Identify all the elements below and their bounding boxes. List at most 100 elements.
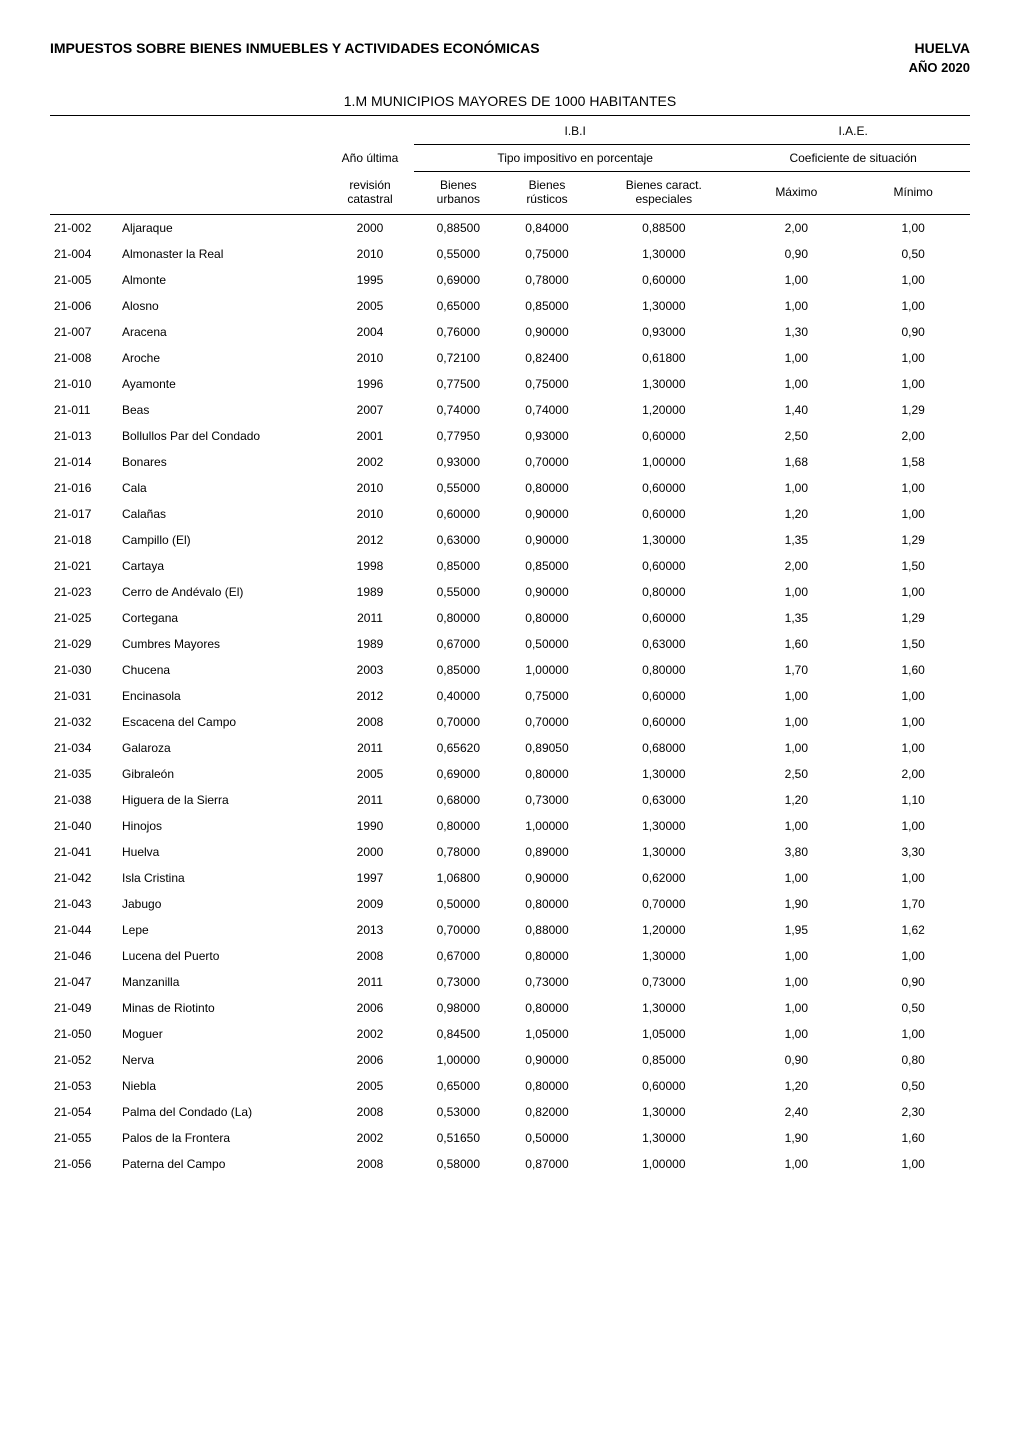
group-iae: I.A.E. <box>736 116 970 145</box>
cell-min: 1,00 <box>856 709 970 735</box>
cell-code: 21-016 <box>50 475 118 501</box>
cell-rev: 2012 <box>326 527 414 553</box>
cell-max: 2,00 <box>736 215 856 242</box>
cell-urb: 0,55000 <box>414 475 503 501</box>
cell-urb: 0,80000 <box>414 813 503 839</box>
cell-code: 21-013 <box>50 423 118 449</box>
cell-urb: 0,85000 <box>414 553 503 579</box>
cell-esp: 0,63000 <box>591 631 736 657</box>
cell-max: 1,00 <box>736 969 856 995</box>
cell-max: 1,35 <box>736 527 856 553</box>
cell-rus: 0,75000 <box>503 371 592 397</box>
cell-urb: 0,74000 <box>414 397 503 423</box>
cell-name: Manzanilla <box>118 969 326 995</box>
year-label: AÑO 2020 <box>909 60 970 75</box>
cell-urb: 0,67000 <box>414 943 503 969</box>
header-row: IMPUESTOS SOBRE BIENES INMUEBLES Y ACTIV… <box>50 40 970 75</box>
cell-name: Cartaya <box>118 553 326 579</box>
table-row: 21-050Moguer20020,845001,050001,050001,0… <box>50 1021 970 1047</box>
cell-code: 21-038 <box>50 787 118 813</box>
cell-code: 21-002 <box>50 215 118 242</box>
cell-esp: 0,60000 <box>591 1073 736 1099</box>
table-row: 21-030Chucena20030,850001,000000,800001,… <box>50 657 970 683</box>
cell-min: 1,00 <box>856 345 970 371</box>
cell-rev: 2011 <box>326 735 414 761</box>
cell-rev: 2009 <box>326 891 414 917</box>
cell-max: 1,90 <box>736 1125 856 1151</box>
cell-min: 1,00 <box>856 267 970 293</box>
cell-urb: 0,73000 <box>414 969 503 995</box>
cell-rev: 2010 <box>326 475 414 501</box>
cell-name: Cumbres Mayores <box>118 631 326 657</box>
cell-esp: 0,62000 <box>591 865 736 891</box>
cell-esp: 0,60000 <box>591 423 736 449</box>
cell-rev: 2000 <box>326 839 414 865</box>
cell-name: Cortegana <box>118 605 326 631</box>
table-row: 21-017Calañas20100,600000,900000,600001,… <box>50 501 970 527</box>
page: IMPUESTOS SOBRE BIENES INMUEBLES Y ACTIV… <box>0 0 1020 1237</box>
cell-rus: 0,89050 <box>503 735 592 761</box>
cell-rev: 2010 <box>326 345 414 371</box>
cell-name: Cala <box>118 475 326 501</box>
cell-max: 1,00 <box>736 1021 856 1047</box>
cell-rev: 2012 <box>326 683 414 709</box>
table-row: 21-053Niebla20050,650000,800000,600001,2… <box>50 1073 970 1099</box>
table-row: 21-054Palma del Condado (La)20080,530000… <box>50 1099 970 1125</box>
cell-urb: 0,55000 <box>414 241 503 267</box>
cell-rev: 2002 <box>326 1021 414 1047</box>
cell-max: 0,90 <box>736 1047 856 1073</box>
cell-esp: 0,70000 <box>591 891 736 917</box>
cell-rus: 0,70000 <box>503 709 592 735</box>
cell-min: 1,10 <box>856 787 970 813</box>
cell-rev: 2002 <box>326 449 414 475</box>
group-ibi: I.B.I <box>414 116 736 145</box>
table-row: 21-005Almonte19950,690000,780000,600001,… <box>50 267 970 293</box>
cell-max: 1,90 <box>736 891 856 917</box>
table-row: 21-038Higuera de la Sierra20110,680000,7… <box>50 787 970 813</box>
table-head: I.B.I I.A.E. Año última Tipo impositivo … <box>50 116 970 215</box>
table-row: 21-006Alosno20050,650000,850001,300001,0… <box>50 293 970 319</box>
cell-urb: 1,00000 <box>414 1047 503 1073</box>
cell-min: 3,30 <box>856 839 970 865</box>
cell-min: 0,50 <box>856 1073 970 1099</box>
cell-rus: 0,50000 <box>503 1125 592 1151</box>
cell-min: 1,00 <box>856 501 970 527</box>
col-minimo: Mínimo <box>856 172 970 215</box>
cell-name: Niebla <box>118 1073 326 1099</box>
cell-min: 0,90 <box>856 969 970 995</box>
cell-max: 1,70 <box>736 657 856 683</box>
cell-urb: 0,80000 <box>414 605 503 631</box>
cell-max: 1,60 <box>736 631 856 657</box>
cell-max: 1,00 <box>736 813 856 839</box>
table-row: 21-043Jabugo20090,500000,800000,700001,9… <box>50 891 970 917</box>
table-row: 21-016Cala20100,550000,800000,600001,001… <box>50 475 970 501</box>
cell-code: 21-018 <box>50 527 118 553</box>
cell-max: 1,00 <box>736 293 856 319</box>
cell-max: 2,00 <box>736 553 856 579</box>
cell-rus: 0,85000 <box>503 553 592 579</box>
cell-min: 1,00 <box>856 1151 970 1177</box>
cell-rus: 0,82400 <box>503 345 592 371</box>
cell-rus: 0,90000 <box>503 579 592 605</box>
cell-name: Galaroza <box>118 735 326 761</box>
cell-esp: 0,60000 <box>591 267 736 293</box>
cell-min: 1,29 <box>856 397 970 423</box>
cell-min: 1,58 <box>856 449 970 475</box>
cell-esp: 1,30000 <box>591 943 736 969</box>
cell-rus: 1,00000 <box>503 657 592 683</box>
table-row: 21-052Nerva20061,000000,900000,850000,90… <box>50 1047 970 1073</box>
cell-code: 21-014 <box>50 449 118 475</box>
cell-rev: 2001 <box>326 423 414 449</box>
table-row: 21-023Cerro de Andévalo (El)19890,550000… <box>50 579 970 605</box>
cell-max: 2,50 <box>736 761 856 787</box>
cell-code: 21-010 <box>50 371 118 397</box>
cell-esp: 1,30000 <box>591 761 736 787</box>
cell-min: 1,00 <box>856 579 970 605</box>
cell-rus: 0,85000 <box>503 293 592 319</box>
table-row: 21-025Cortegana20110,800000,800000,60000… <box>50 605 970 631</box>
table-body: 21-002Aljaraque20000,885000,840000,88500… <box>50 215 970 1178</box>
cell-max: 1,00 <box>736 735 856 761</box>
cell-rev: 2005 <box>326 1073 414 1099</box>
cell-name: Huelva <box>118 839 326 865</box>
cell-esp: 1,20000 <box>591 917 736 943</box>
